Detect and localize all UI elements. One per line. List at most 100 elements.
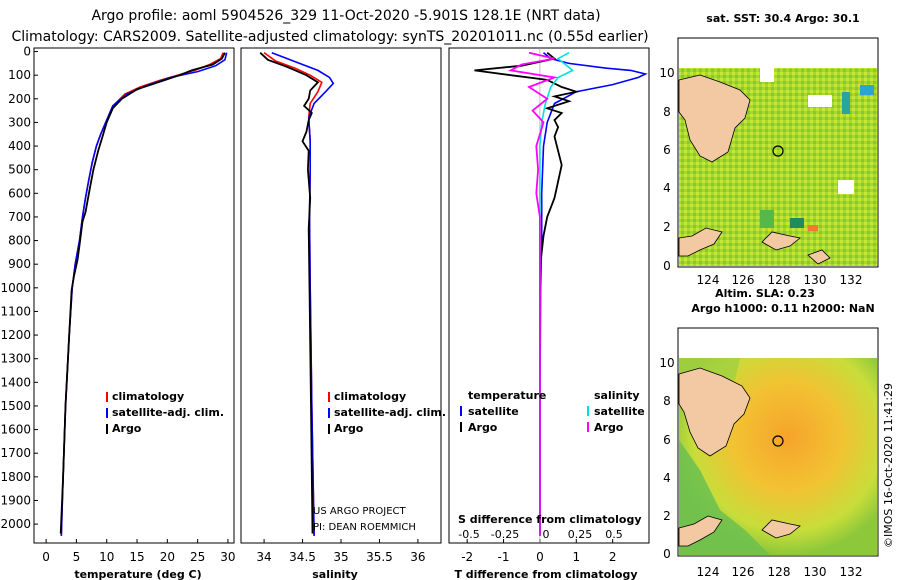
map-ytick: 2 xyxy=(663,220,671,234)
map-bottom-title2: Argo h1000: 0.11 h2000: NaN xyxy=(691,302,874,315)
map-xtick: 132 xyxy=(840,273,863,287)
difference-legend: temperature salinity satellite Argo sate… xyxy=(460,389,645,434)
series-line-argo xyxy=(259,52,320,534)
map-ytick: 6 xyxy=(663,433,671,447)
legend-temperature-heading: temperature xyxy=(468,389,546,402)
y-tick-label: 1500 xyxy=(0,399,31,413)
sal-diff-axis-label: S difference from climatology xyxy=(458,513,642,526)
legend-label-argo: Argo xyxy=(112,422,142,435)
y-tick-label: 900 xyxy=(8,257,31,271)
temperature-xlabel: temperature (deg C) xyxy=(74,568,201,580)
map-ytick: 2 xyxy=(663,509,671,523)
map-xtick: 132 xyxy=(840,565,863,579)
map-bottom xyxy=(677,327,879,557)
map-ytick: 0 xyxy=(663,547,671,561)
map-xtick: 126 xyxy=(732,273,755,287)
salinity-xlabel: salinity xyxy=(312,568,358,580)
x-tick-label: 35.5 xyxy=(366,550,393,564)
x-tick-label: 5 xyxy=(73,550,81,564)
map-top-yticks: 0 2 4 6 8 10 xyxy=(659,66,674,273)
map-top xyxy=(677,37,879,268)
legend-label-argo: Argo xyxy=(334,422,364,435)
x-tick-label: 35 xyxy=(333,550,348,564)
map-ytick: 4 xyxy=(663,471,671,485)
series-line-salinity-argo xyxy=(508,51,558,536)
argo-float-location xyxy=(772,145,784,157)
x-tick-label: -1 xyxy=(498,550,510,564)
annotation-project: US ARGO PROJECT xyxy=(313,506,407,517)
map-xtick: 128 xyxy=(768,565,791,579)
legend-label-sal-argo: Argo xyxy=(594,421,624,434)
header-line2: Climatology: CARS2009. Satellite-adjuste… xyxy=(11,29,648,45)
y-tick-label: 200 xyxy=(8,92,31,106)
annotation-pi: PI: DEAN ROEMMICH xyxy=(313,522,416,533)
legend-salinity-heading: salinity xyxy=(594,389,640,402)
x-tick-label: 1 xyxy=(572,550,580,564)
map-top-title: sat. SST: 30.4 Argo: 30.1 xyxy=(706,12,859,25)
map-xtick: 126 xyxy=(732,565,755,579)
y-tick-label: 100 xyxy=(8,68,31,82)
y-tick-label: 1200 xyxy=(0,328,31,342)
x-tick-label: 36 xyxy=(410,550,425,564)
y-tick-label: 500 xyxy=(8,163,31,177)
legend-label-climatology: climatology xyxy=(334,390,406,403)
y-tick-label: 1400 xyxy=(0,375,31,389)
sal-tick: -0.25 xyxy=(491,528,519,541)
series-line-satellite-adj-clim- xyxy=(271,51,335,536)
legend-label-satellite: satellite-adj. clim. xyxy=(334,406,446,419)
difference-panel-frame xyxy=(448,47,650,544)
y-tick-label: 600 xyxy=(8,186,31,200)
sal-tick: 0 xyxy=(543,528,550,541)
y-tick-label: 1900 xyxy=(0,493,31,507)
map-xtick: 124 xyxy=(697,565,720,579)
map-ytick: 6 xyxy=(663,143,671,157)
legend-label-temp-argo: Argo xyxy=(468,421,498,434)
salinity-series xyxy=(259,51,335,536)
salinity-legend: climatology satellite-adj. clim. Argo xyxy=(328,390,446,435)
x-tick-label: 20 xyxy=(160,550,175,564)
x-tick-label: 25 xyxy=(190,550,205,564)
y-tick-label: 400 xyxy=(8,139,31,153)
land-sulawesi xyxy=(678,74,751,163)
map-ytick: 8 xyxy=(663,105,671,119)
y-tick-label: 700 xyxy=(8,210,31,224)
series-line-temperature-argo xyxy=(474,52,580,536)
x-tick-label: 0 xyxy=(42,550,50,564)
argo-float-location xyxy=(772,435,784,447)
map-bottom-title1: Altim. SLA: 0.23 xyxy=(715,287,815,300)
land-island xyxy=(807,249,831,265)
map-ytick: 10 xyxy=(659,66,674,80)
x-tick-label: 34 xyxy=(256,550,271,564)
y-tick-label: 1300 xyxy=(0,352,31,366)
land-timor xyxy=(761,519,801,539)
sal-diff-ticks: -0.5 -0.25 0 0.25 0.5 xyxy=(458,528,622,541)
map-xtick: 130 xyxy=(804,273,827,287)
y-tick-label: 2000 xyxy=(0,517,31,531)
salinity-panel-frame xyxy=(240,47,442,544)
difference-series xyxy=(474,51,648,536)
x-tick-label: 30 xyxy=(220,550,235,564)
sal-tick: -0.5 xyxy=(458,528,479,541)
y-tick-label: 300 xyxy=(8,115,31,129)
legend-label-satellite: satellite-adj. clim. xyxy=(112,406,224,419)
series-line-argo xyxy=(59,52,226,534)
map-bottom-yticks: 0 2 4 6 8 10 xyxy=(659,356,674,561)
map-top-xticks: 124 126 128 130 132 xyxy=(697,273,863,287)
temperature-legend: climatology satellite-adj. clim. Argo xyxy=(106,390,224,435)
land-timor xyxy=(761,231,801,251)
y-tick-label: 1600 xyxy=(0,423,31,437)
legend-label-temp-satellite: satellite xyxy=(468,405,519,418)
map-xtick: 130 xyxy=(804,565,827,579)
legend-label-climatology: climatology xyxy=(112,390,184,403)
x-tick-label: 34.5 xyxy=(289,550,316,564)
map-ytick: 8 xyxy=(663,394,671,408)
difference-xlabel: T difference from climatology xyxy=(454,568,637,580)
x-tick-label: 2 xyxy=(609,550,617,564)
map-bottom-xticks: 124 126 128 130 132 xyxy=(697,565,863,579)
land-flores xyxy=(678,515,723,547)
y-tick-label: 1000 xyxy=(0,281,31,295)
series-line-climatology xyxy=(60,52,224,536)
map-xtick: 128 xyxy=(768,273,791,287)
series-line-satellite-adj-clim- xyxy=(60,52,228,536)
